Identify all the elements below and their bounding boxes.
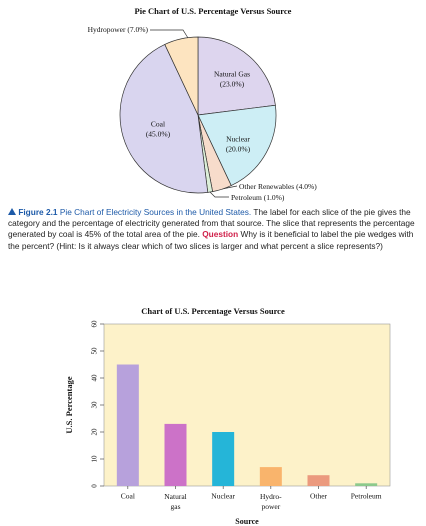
x-tick-label: Other xyxy=(310,492,328,501)
leader-line xyxy=(209,191,229,198)
caption: Figure 2.1 Pie Chart of Electricity Sour… xyxy=(8,207,418,252)
pie-slice xyxy=(197,104,277,187)
question-text: Why is it beneficial to label the pie we… xyxy=(8,229,414,251)
bar xyxy=(307,475,330,486)
y-tick-label: 50 xyxy=(91,347,99,355)
bar-title: Chart of U.S. Percentage Versus Source xyxy=(141,306,285,316)
figure-label: Figure 2.1 xyxy=(18,207,58,217)
slice-label-group: Other Renewables (4.0%) xyxy=(239,182,317,191)
x-tick-label: Petroleum xyxy=(351,492,382,501)
plot-background xyxy=(103,323,391,487)
y-tick-label: 30 xyxy=(91,401,99,409)
slice-label: Other Renewables xyxy=(239,182,294,191)
x-tick-label: Nuclear xyxy=(211,492,235,501)
y-tick-label: 60 xyxy=(91,320,99,328)
bar xyxy=(116,364,139,486)
x-tick-label: Hydro-power xyxy=(260,492,282,511)
slice-value-label: (4.0%) xyxy=(296,182,317,191)
triangle-icon xyxy=(8,208,16,215)
slice-label: Petroleum xyxy=(231,193,262,202)
x-tick-label: Coal xyxy=(121,492,135,501)
x-axis-label: Source xyxy=(235,517,259,526)
caption-text: The label for each slice of the pie give… xyxy=(8,207,415,240)
y-tick-label: 40 xyxy=(91,374,99,382)
y-tick-label: 20 xyxy=(91,428,99,436)
y-tick-label: 10 xyxy=(91,455,99,463)
slice-value-label: (1.0%) xyxy=(264,193,285,202)
bar xyxy=(259,467,282,486)
slice-label: Natural Gas xyxy=(214,70,250,79)
bar xyxy=(355,483,378,486)
slice-value-label: (20.0%) xyxy=(226,145,251,154)
x-tick-label: Natural gas xyxy=(164,492,187,511)
pie-slice xyxy=(119,43,209,194)
slice-value-label: (7.0%) xyxy=(127,25,148,34)
slice-label-group: Hydropower (7.0%) xyxy=(88,25,149,34)
question-label: Question xyxy=(202,229,239,240)
y-tick-label: 0 xyxy=(91,484,99,488)
bar xyxy=(164,423,187,486)
slice-label: Coal xyxy=(151,120,165,129)
slice-label-group: Petroleum (1.0%) xyxy=(231,193,285,202)
leader-line xyxy=(150,29,189,39)
slice-label: Nuclear xyxy=(226,135,250,144)
pie-slice xyxy=(164,36,199,116)
figure-title: Pie Chart of Electricity Sources in the … xyxy=(59,207,252,217)
slice-value-label: (45.0%) xyxy=(146,130,171,139)
slice-value-label: (23.0%) xyxy=(220,80,245,89)
y-axis-label: U.S. Percentage xyxy=(64,376,74,433)
pie-title: Pie Chart of U.S. Percentage Versus Sour… xyxy=(135,6,292,16)
bar xyxy=(212,432,235,486)
slice-label: Hydropower xyxy=(88,25,126,34)
pie-slice xyxy=(197,36,276,116)
